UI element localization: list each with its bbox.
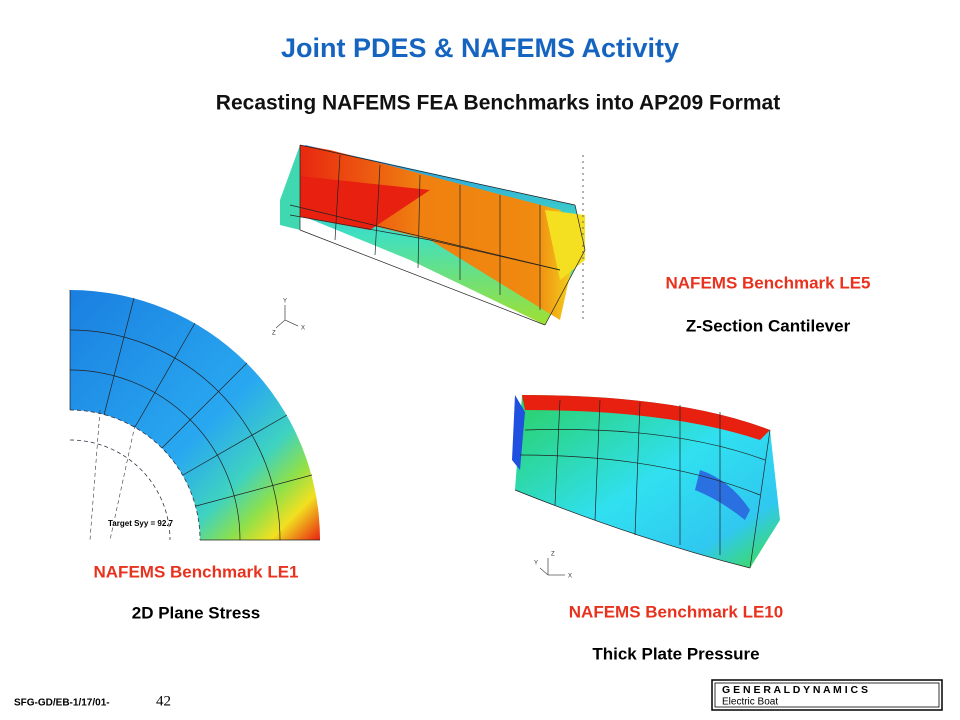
figure-caption: Thick Plate Pressure xyxy=(592,644,759,663)
figure-caption: Z-Section Cantilever xyxy=(686,316,851,335)
figure-name: NAFEMS Benchmark LE5 xyxy=(666,273,871,292)
triad-label: X xyxy=(568,574,572,580)
subtitle: Recasting NAFEMS FEA Benchmarks into AP2… xyxy=(216,92,780,115)
figure-name: NAFEMS Benchmark LE1 xyxy=(94,562,299,581)
logo: G E N E R A L D Y N A M I C S Electric B… xyxy=(711,679,943,711)
triad-label: Z xyxy=(551,552,555,558)
title: Joint PDES & NAFEMS Activity xyxy=(281,33,679,63)
figure-caption: 2D Plane Stress xyxy=(132,603,261,622)
le10-figure xyxy=(512,395,780,569)
annotation: Target Syy = 92.7 xyxy=(108,519,174,528)
figure-name: NAFEMS Benchmark LE10 xyxy=(569,602,783,621)
axis-triad: Y Z X xyxy=(272,299,305,337)
le1-figure: Target Syy = 92.7 xyxy=(69,290,320,541)
triad-label: Y xyxy=(534,561,538,567)
logo-division: Electric Boat xyxy=(722,697,778,708)
logo-name: G E N E R A L D Y N A M I C S xyxy=(722,684,868,696)
axis-triad: Z Y X xyxy=(534,552,572,580)
triad-label: X xyxy=(301,326,305,332)
footer-code: SFG-GD/EB-1/17/01- xyxy=(14,698,110,709)
triad-label: Z xyxy=(272,331,276,337)
page-number: 42 xyxy=(156,693,171,709)
le5-figure xyxy=(280,144,586,326)
triad-label: Y xyxy=(283,299,287,305)
